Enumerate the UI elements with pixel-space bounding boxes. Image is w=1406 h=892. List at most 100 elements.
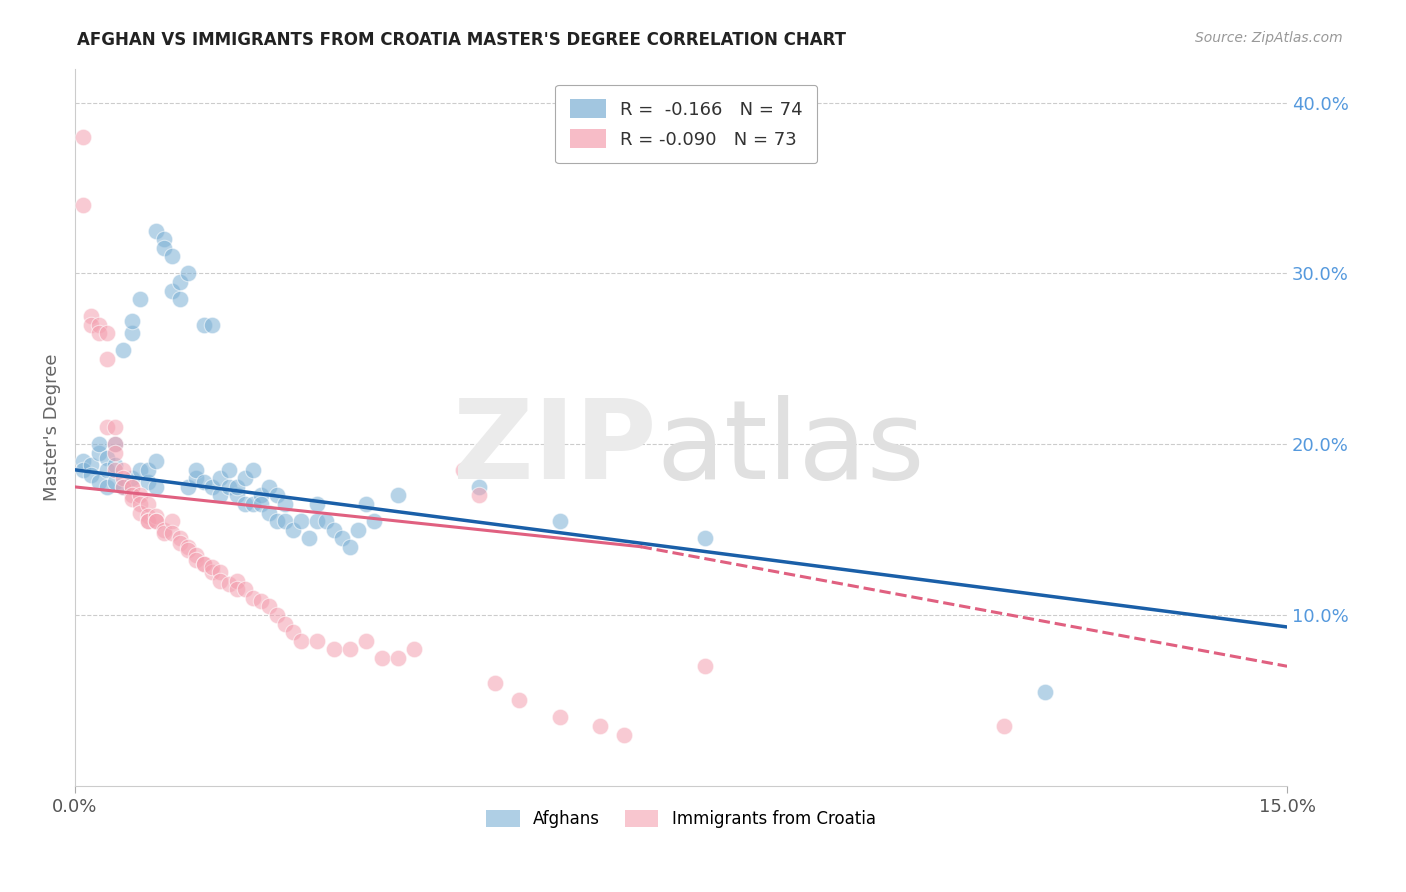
Point bbox=[96, 420, 118, 434]
Text: ZIP: ZIP bbox=[453, 395, 657, 502]
Point bbox=[266, 607, 288, 622]
Point bbox=[80, 309, 103, 323]
Point bbox=[153, 526, 176, 541]
Point bbox=[242, 591, 264, 605]
Point bbox=[96, 326, 118, 341]
Point bbox=[160, 514, 183, 528]
Point bbox=[89, 326, 111, 341]
Point bbox=[242, 463, 264, 477]
Point bbox=[104, 437, 127, 451]
Point bbox=[218, 577, 240, 591]
Point bbox=[371, 650, 394, 665]
Point bbox=[363, 514, 385, 528]
Point bbox=[104, 458, 127, 472]
Point bbox=[128, 497, 150, 511]
Point bbox=[104, 420, 127, 434]
Point bbox=[613, 727, 636, 741]
Point bbox=[283, 625, 305, 640]
Point bbox=[354, 497, 377, 511]
Point bbox=[290, 514, 312, 528]
Point bbox=[1033, 685, 1056, 699]
Point bbox=[160, 249, 183, 263]
Point bbox=[169, 531, 191, 545]
Point bbox=[72, 129, 94, 144]
Point bbox=[283, 523, 305, 537]
Point bbox=[404, 642, 426, 657]
Point bbox=[128, 463, 150, 477]
Point bbox=[186, 463, 208, 477]
Point bbox=[233, 497, 256, 511]
Point bbox=[177, 540, 200, 554]
Point bbox=[121, 471, 143, 485]
Point bbox=[96, 480, 118, 494]
Point bbox=[121, 480, 143, 494]
Point bbox=[298, 531, 321, 545]
Point bbox=[153, 232, 176, 246]
Point bbox=[136, 497, 159, 511]
Point bbox=[201, 560, 224, 574]
Point bbox=[169, 292, 191, 306]
Point bbox=[218, 463, 240, 477]
Point bbox=[330, 531, 353, 545]
Point bbox=[96, 463, 118, 477]
Point bbox=[177, 480, 200, 494]
Point bbox=[80, 467, 103, 482]
Point bbox=[209, 574, 232, 588]
Point bbox=[242, 497, 264, 511]
Point bbox=[993, 719, 1015, 733]
Point bbox=[89, 475, 111, 489]
Point bbox=[484, 676, 506, 690]
Point bbox=[169, 536, 191, 550]
Point bbox=[307, 633, 329, 648]
Point bbox=[257, 480, 280, 494]
Point bbox=[136, 514, 159, 528]
Point bbox=[257, 599, 280, 614]
Point bbox=[508, 693, 530, 707]
Point bbox=[153, 523, 176, 537]
Point bbox=[193, 318, 215, 332]
Text: Source: ZipAtlas.com: Source: ZipAtlas.com bbox=[1195, 31, 1343, 45]
Point bbox=[145, 454, 167, 468]
Y-axis label: Master's Degree: Master's Degree bbox=[44, 353, 60, 501]
Point bbox=[136, 514, 159, 528]
Point bbox=[290, 633, 312, 648]
Point bbox=[339, 642, 361, 657]
Point bbox=[218, 480, 240, 494]
Point bbox=[177, 267, 200, 281]
Point bbox=[96, 450, 118, 465]
Point bbox=[233, 471, 256, 485]
Point bbox=[89, 437, 111, 451]
Point bbox=[193, 475, 215, 489]
Point bbox=[112, 480, 135, 494]
Point bbox=[80, 318, 103, 332]
Point bbox=[193, 557, 215, 571]
Point bbox=[274, 616, 297, 631]
Point bbox=[209, 488, 232, 502]
Point bbox=[160, 284, 183, 298]
Point bbox=[136, 508, 159, 523]
Point bbox=[266, 514, 288, 528]
Point bbox=[145, 480, 167, 494]
Point bbox=[72, 198, 94, 212]
Point bbox=[186, 553, 208, 567]
Point bbox=[177, 543, 200, 558]
Point bbox=[160, 526, 183, 541]
Point bbox=[145, 224, 167, 238]
Point bbox=[128, 506, 150, 520]
Point bbox=[548, 710, 571, 724]
Point bbox=[121, 314, 143, 328]
Legend: Afghans, Immigrants from Croatia: Afghans, Immigrants from Croatia bbox=[479, 804, 883, 835]
Point bbox=[153, 241, 176, 255]
Point bbox=[121, 488, 143, 502]
Point bbox=[121, 326, 143, 341]
Point bbox=[250, 488, 273, 502]
Point bbox=[145, 514, 167, 528]
Point bbox=[104, 475, 127, 489]
Point bbox=[274, 514, 297, 528]
Text: AFGHAN VS IMMIGRANTS FROM CROATIA MASTER'S DEGREE CORRELATION CHART: AFGHAN VS IMMIGRANTS FROM CROATIA MASTER… bbox=[77, 31, 846, 49]
Point bbox=[104, 437, 127, 451]
Point bbox=[112, 343, 135, 358]
Point bbox=[266, 488, 288, 502]
Point bbox=[128, 488, 150, 502]
Point bbox=[225, 480, 247, 494]
